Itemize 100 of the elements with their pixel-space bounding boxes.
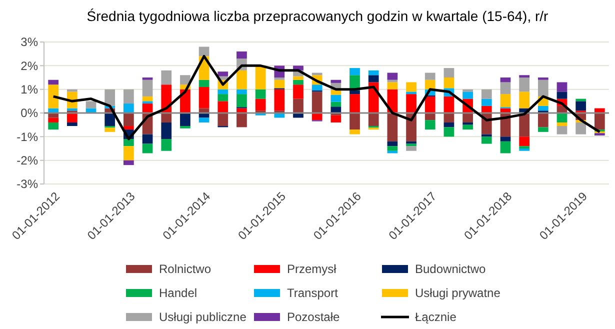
bar: [500, 94, 511, 108]
bar: [462, 113, 473, 122]
bar: [48, 118, 59, 122]
bar: [556, 122, 568, 126]
bar: [350, 113, 360, 130]
legend-label: Usługi prywatne: [415, 286, 501, 300]
bar: [462, 124, 473, 130]
bar: [538, 80, 548, 96]
bar: [236, 113, 247, 128]
bar: [576, 122, 586, 134]
bar: [594, 113, 605, 130]
bar: [556, 92, 568, 99]
bar: [406, 92, 416, 94]
bar: [255, 89, 266, 99]
legend-label: Rolnictwo: [159, 262, 212, 276]
bar: [406, 141, 416, 144]
bar: [406, 82, 416, 92]
bar: [218, 113, 228, 126]
bar: [500, 78, 511, 82]
bar: [66, 113, 78, 122]
bar: [519, 92, 530, 108]
bar: [330, 102, 342, 107]
bar: [104, 113, 116, 126]
bar: [293, 80, 304, 85]
bar: [481, 136, 492, 144]
bar: [218, 101, 228, 113]
bar: [444, 96, 454, 113]
bar: [350, 90, 360, 94]
legend-label: Przemysł: [287, 262, 337, 276]
bar: [424, 80, 436, 90]
bar: [519, 113, 530, 137]
bar: [218, 89, 228, 94]
bar: [161, 113, 172, 122]
bar: [66, 122, 78, 126]
bar: [274, 80, 285, 88]
bar: [180, 113, 190, 126]
bar: [368, 70, 379, 76]
bar: [198, 46, 210, 56]
bar: [519, 78, 530, 92]
bar: [124, 139, 134, 146]
bar: [556, 82, 568, 92]
bar: [312, 92, 322, 113]
legend-label: Handel: [159, 286, 198, 300]
bar: [406, 94, 416, 113]
legend-label: Pozostałe: [287, 310, 340, 324]
bar: [180, 75, 190, 85]
bar: [236, 70, 247, 90]
bar: [462, 122, 473, 125]
y-tick-label: 3%: [20, 35, 38, 50]
bar: [444, 68, 454, 78]
bar: [104, 89, 116, 106]
bar: [350, 94, 360, 113]
bar: [86, 101, 96, 108]
bar: [161, 139, 172, 151]
bar: [293, 98, 304, 113]
y-tick-label: 0%: [20, 106, 38, 120]
bar: [312, 84, 322, 91]
bar: [48, 122, 59, 130]
y-tick-label: -3%: [16, 177, 38, 192]
bar: [236, 94, 247, 108]
bar: [387, 146, 398, 151]
bar: [444, 127, 454, 137]
bar: [104, 128, 116, 132]
bar: [124, 89, 134, 104]
bar: [350, 68, 360, 76]
chart-title: Średnia tygodniowa liczba przepracowanych godzin w kwartale (15-64), r/r: [86, 8, 549, 24]
bar: [255, 66, 266, 90]
bar: [142, 134, 153, 144]
y-tick-label: -2%: [16, 154, 38, 168]
bar: [424, 96, 436, 113]
bar: [142, 80, 153, 96]
bar: [142, 96, 153, 102]
bar: [330, 94, 342, 102]
bar: [124, 126, 134, 130]
bar: [330, 80, 342, 83]
bar: [255, 98, 266, 111]
legend-label: Transport: [287, 286, 339, 300]
bar: [48, 84, 59, 108]
legend-label: Usługi publiczne: [159, 310, 247, 324]
bar: [142, 144, 153, 154]
bar: [368, 75, 379, 82]
bar: [368, 113, 379, 126]
bar: [500, 82, 511, 94]
bar: [124, 160, 134, 166]
bar: [48, 80, 59, 85]
bar: [142, 101, 153, 104]
bar: [330, 106, 342, 113]
bar: [330, 90, 342, 95]
bar: [161, 122, 172, 140]
bar: [161, 70, 172, 85]
bar: [519, 136, 530, 146]
bar: [124, 113, 134, 126]
bar: [387, 141, 398, 146]
bar: [330, 115, 342, 122]
bar: [387, 113, 398, 142]
bar: [236, 89, 247, 94]
bar: [538, 106, 548, 111]
bar: [218, 72, 228, 76]
bar: [462, 92, 473, 99]
bar: [293, 84, 304, 99]
